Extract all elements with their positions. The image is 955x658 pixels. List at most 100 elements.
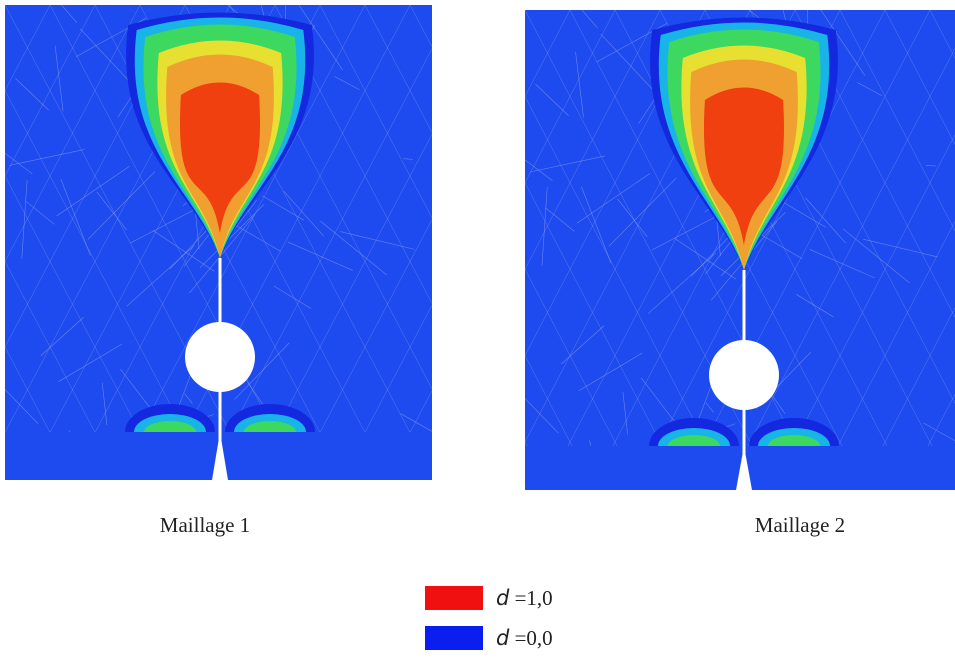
mesh-line	[748, 10, 764, 22]
mesh-line	[674, 237, 737, 280]
mesh-line	[96, 191, 127, 231]
mesh-line	[9, 149, 85, 166]
mesh-line	[5, 5, 51, 92]
damage-zone	[703, 87, 785, 245]
mesh-line	[578, 352, 643, 392]
mesh-line	[617, 198, 648, 238]
mesh-line	[525, 10, 616, 184]
mesh-line	[796, 294, 834, 318]
notch	[736, 446, 752, 490]
mesh-line	[287, 241, 353, 271]
caption: Maillage 1	[160, 513, 250, 537]
mesh-line	[842, 228, 910, 284]
mesh-line	[634, 10, 886, 490]
legend-text: =1,0	[515, 586, 553, 610]
mesh-line	[525, 159, 553, 181]
legend-label: d =0,0	[496, 626, 553, 650]
mesh-line	[622, 392, 628, 435]
mesh-line	[87, 171, 156, 240]
mesh-line	[679, 10, 931, 490]
mesh-line	[904, 393, 955, 490]
mesh-line	[5, 5, 96, 177]
mesh-line	[561, 325, 605, 365]
mesh-line	[5, 5, 6, 6]
damage-map-1	[5, 5, 432, 480]
mesh-line	[319, 5, 432, 219]
mesh-line	[56, 166, 130, 217]
mesh-line	[234, 342, 290, 400]
notch	[212, 432, 228, 480]
mesh-line	[159, 5, 411, 480]
mesh-line	[262, 195, 305, 221]
mesh-line	[204, 48, 432, 480]
mesh-line	[298, 5, 343, 71]
mesh-line	[400, 413, 432, 432]
mesh-line	[126, 245, 195, 307]
legend-label: d =1,0	[496, 586, 553, 610]
damage-map-2	[525, 10, 955, 490]
hole	[709, 340, 779, 410]
mesh-line	[581, 10, 598, 29]
mesh-line	[5, 5, 256, 480]
caption: Maillage 2	[755, 513, 845, 537]
mesh-line	[320, 220, 387, 276]
mesh-line	[60, 179, 91, 256]
mesh-line	[525, 268, 641, 490]
mesh-line	[61, 5, 78, 23]
mesh-line	[101, 382, 108, 425]
mesh-line	[925, 164, 936, 167]
mesh-line	[525, 10, 776, 490]
legend-text: =0,0	[515, 626, 553, 650]
mesh-line	[5, 175, 166, 480]
mesh-line	[814, 220, 955, 490]
mesh-line	[820, 10, 866, 76]
mesh-line	[525, 10, 661, 270]
mesh-line	[294, 219, 432, 480]
mesh-line	[805, 197, 846, 244]
mesh-line	[15, 78, 49, 111]
mesh-line	[54, 45, 64, 112]
mesh-line	[724, 47, 955, 490]
mesh-line	[339, 304, 432, 480]
mesh-line	[863, 238, 938, 258]
mesh-line	[923, 422, 955, 442]
mesh-line	[184, 393, 193, 404]
mesh-line	[569, 10, 821, 490]
mesh-line	[152, 230, 215, 272]
mesh-line	[859, 307, 955, 490]
mesh-line	[545, 207, 575, 232]
mesh-line	[5, 152, 33, 175]
mesh-line	[273, 285, 312, 309]
mesh-line	[608, 177, 677, 247]
legend-variable: d	[496, 626, 510, 650]
mesh-line	[364, 5, 432, 133]
mesh-line	[525, 10, 571, 97]
mesh-line	[705, 238, 734, 275]
mesh-line	[249, 133, 432, 480]
mesh-line	[705, 402, 714, 413]
mesh-line	[274, 5, 432, 304]
mesh-line	[525, 398, 559, 434]
mesh-line	[49, 5, 301, 480]
mesh-line	[647, 252, 716, 314]
mesh-line	[884, 10, 955, 145]
mesh-line	[535, 83, 569, 116]
mesh-line	[402, 158, 413, 160]
mesh-line	[283, 190, 324, 237]
mesh-line	[183, 231, 212, 267]
mesh-line	[114, 5, 366, 480]
mesh-line	[5, 5, 141, 263]
mesh-line	[5, 260, 121, 480]
mesh-line	[40, 317, 84, 356]
mesh-line	[525, 182, 686, 490]
mesh-line	[21, 180, 28, 259]
mesh-line	[334, 76, 360, 90]
mesh-line	[856, 82, 883, 96]
mesh-line	[525, 355, 596, 490]
mesh-line	[5, 89, 211, 480]
mesh-line	[25, 200, 55, 225]
mesh-line	[5, 346, 76, 480]
mesh-line	[5, 388, 39, 424]
legend-swatch	[425, 586, 483, 610]
